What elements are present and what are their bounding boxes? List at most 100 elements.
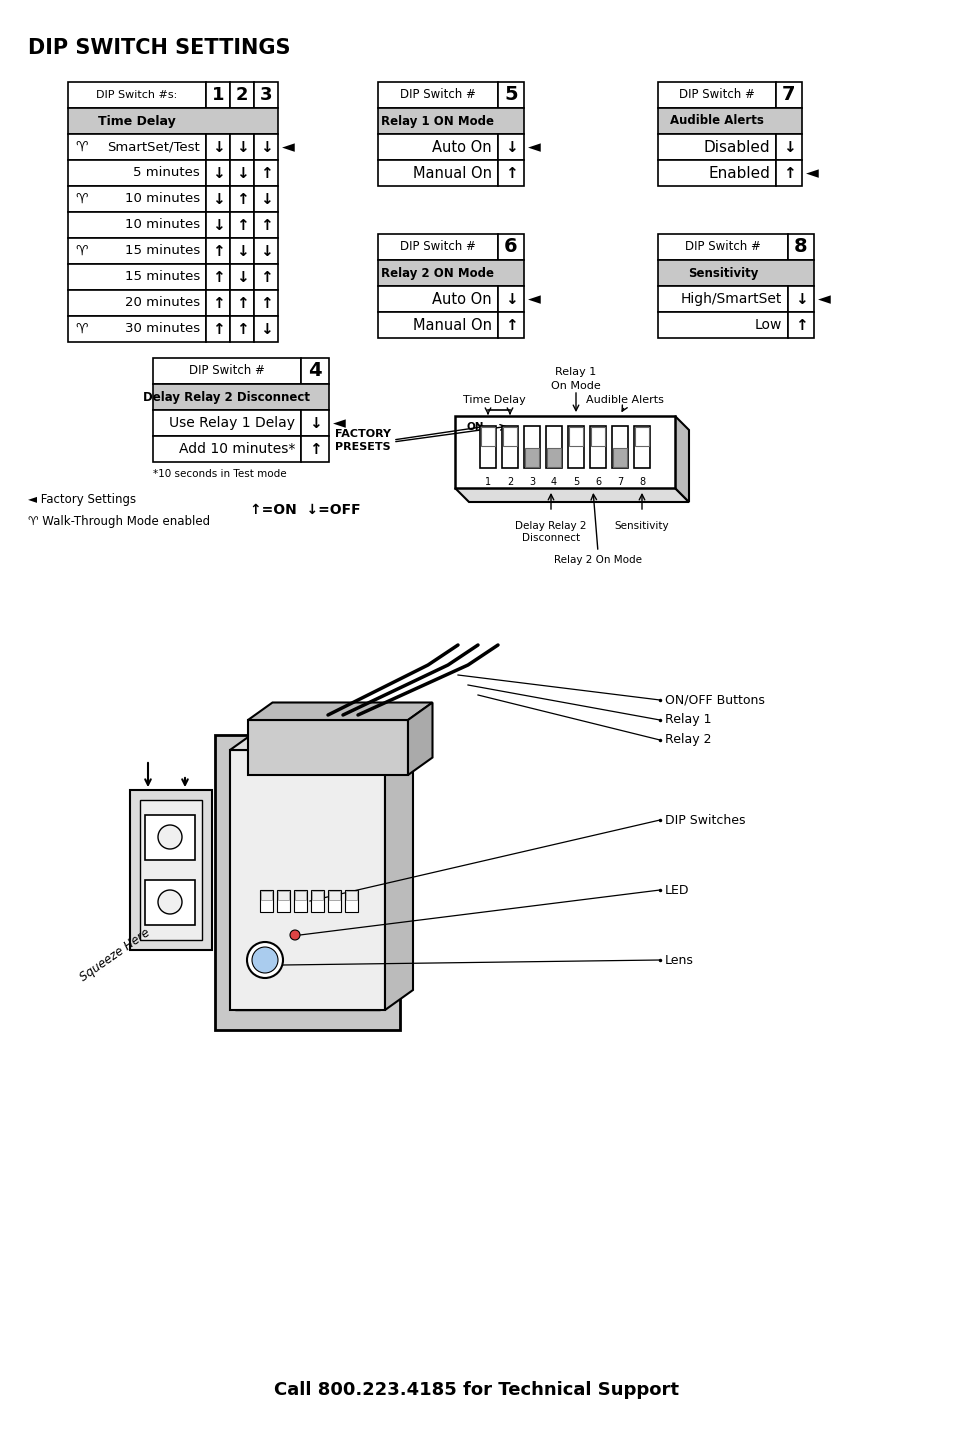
Bar xyxy=(787,312,813,338)
Text: PRESETS: PRESETS xyxy=(335,442,391,452)
Text: ◄ Factory Settings: ◄ Factory Settings xyxy=(28,494,136,507)
Text: DIP Switch #: DIP Switch # xyxy=(399,240,476,253)
Bar xyxy=(311,890,324,912)
Text: DIP Switch #: DIP Switch # xyxy=(679,89,754,102)
Bar xyxy=(480,426,495,446)
Bar xyxy=(546,448,560,467)
Bar xyxy=(377,82,497,107)
Text: ◄: ◄ xyxy=(804,165,818,182)
Bar xyxy=(130,790,212,950)
Circle shape xyxy=(158,890,182,914)
Bar xyxy=(68,316,206,342)
Text: Time Delay: Time Delay xyxy=(462,395,525,405)
Bar xyxy=(497,312,523,338)
Text: Sensitivity: Sensitivity xyxy=(614,521,669,531)
Bar xyxy=(377,160,497,186)
Bar xyxy=(502,426,517,446)
Bar xyxy=(612,426,627,468)
Text: 5 minutes: 5 minutes xyxy=(133,166,200,179)
Bar xyxy=(276,890,290,912)
Text: 4: 4 xyxy=(551,477,557,487)
Text: ♈: ♈ xyxy=(75,245,89,258)
Bar xyxy=(230,82,253,107)
Text: ON: ON xyxy=(467,422,484,432)
Text: 3: 3 xyxy=(259,86,272,104)
Text: 2: 2 xyxy=(506,477,513,487)
Text: ↓: ↓ xyxy=(259,243,273,259)
Text: SmartSet/Test: SmartSet/Test xyxy=(107,140,200,153)
Text: ↓: ↓ xyxy=(235,166,248,180)
Bar xyxy=(294,892,306,900)
Text: Manual On: Manual On xyxy=(413,166,492,180)
Bar xyxy=(214,736,399,1030)
Bar xyxy=(261,892,272,900)
Text: DIP Switch #: DIP Switch # xyxy=(684,240,760,253)
Bar xyxy=(68,263,206,290)
Bar xyxy=(253,186,277,212)
Text: ◄: ◄ xyxy=(527,137,539,156)
Text: DIP Switch #s:: DIP Switch #s: xyxy=(96,90,177,100)
Text: ♈: ♈ xyxy=(75,140,89,155)
Bar xyxy=(377,312,497,338)
PathPatch shape xyxy=(230,730,413,750)
Bar xyxy=(455,416,675,488)
Bar xyxy=(523,426,539,468)
Text: 15 minutes: 15 minutes xyxy=(125,270,200,283)
Text: Audible Alerts: Audible Alerts xyxy=(585,395,663,405)
Bar xyxy=(234,756,379,1010)
Text: Relay 2 On Mode: Relay 2 On Mode xyxy=(554,555,641,565)
Bar xyxy=(260,890,273,912)
Text: ◄: ◄ xyxy=(817,290,829,308)
Bar xyxy=(658,160,775,186)
Bar xyxy=(253,290,277,316)
Bar xyxy=(68,212,206,238)
Text: 8: 8 xyxy=(793,238,807,256)
Text: ↑=ON  ↓=OFF: ↑=ON ↓=OFF xyxy=(250,504,360,517)
Text: ↑: ↑ xyxy=(259,295,273,311)
Text: DIP Switches: DIP Switches xyxy=(664,813,744,827)
Bar xyxy=(634,426,649,468)
Text: Auto On: Auto On xyxy=(432,292,492,306)
Bar xyxy=(230,212,253,238)
Bar xyxy=(301,411,329,436)
Text: 6: 6 xyxy=(595,477,600,487)
Text: Auto On: Auto On xyxy=(432,139,492,155)
Text: Use Relay 1 Delay: Use Relay 1 Delay xyxy=(169,416,294,429)
Text: ♈: ♈ xyxy=(75,192,89,206)
Bar xyxy=(206,82,230,107)
Text: ↓: ↓ xyxy=(212,218,224,232)
Text: ↑: ↑ xyxy=(259,166,273,180)
PathPatch shape xyxy=(675,416,688,502)
Bar xyxy=(501,426,517,468)
Bar xyxy=(206,186,230,212)
Text: Disabled: Disabled xyxy=(702,139,769,155)
Text: Disconnect: Disconnect xyxy=(521,532,579,542)
Bar xyxy=(68,82,206,107)
Bar xyxy=(253,316,277,342)
Text: ↑: ↑ xyxy=(212,269,224,285)
Text: 20 minutes: 20 minutes xyxy=(125,296,200,309)
Text: 5: 5 xyxy=(572,477,578,487)
Bar xyxy=(377,260,523,286)
Text: 8: 8 xyxy=(639,477,644,487)
Bar xyxy=(277,892,289,900)
Text: ↑: ↑ xyxy=(259,218,273,232)
Text: ↑: ↑ xyxy=(309,442,321,456)
Bar xyxy=(68,160,206,186)
Bar xyxy=(346,892,356,900)
Bar xyxy=(377,235,497,260)
Bar xyxy=(68,135,206,160)
Bar xyxy=(230,263,253,290)
Text: Squeeze Here: Squeeze Here xyxy=(77,926,152,985)
Bar xyxy=(635,426,648,446)
Text: ↓: ↓ xyxy=(235,243,248,259)
Bar xyxy=(658,135,775,160)
Bar xyxy=(567,426,583,468)
Text: Delay Relay 2: Delay Relay 2 xyxy=(515,521,586,531)
Text: ↓: ↓ xyxy=(504,292,517,306)
Bar xyxy=(497,286,523,312)
Bar xyxy=(775,160,801,186)
Text: 7: 7 xyxy=(617,477,622,487)
Text: ↓: ↓ xyxy=(309,415,321,431)
Bar xyxy=(479,426,496,468)
